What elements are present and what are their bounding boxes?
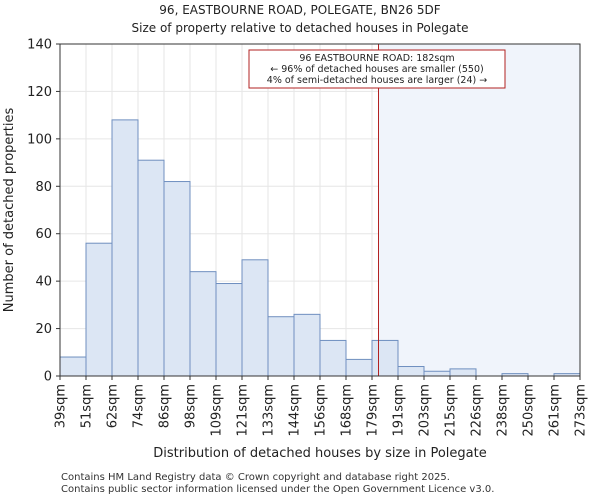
histogram-bar <box>189 271 217 377</box>
y-tick-label: 20 <box>35 322 52 337</box>
x-tick-label: 273sqm <box>574 384 589 437</box>
y-tick-label: 60 <box>35 227 52 242</box>
larger-properties-region <box>378 44 580 376</box>
x-tick-label: 51sqm <box>80 384 95 428</box>
y-tick-label: 40 <box>35 275 52 290</box>
x-tick-label: 86sqm <box>158 384 173 428</box>
x-tick-label: 226sqm <box>470 384 485 437</box>
x-axis-label: Distribution of detached houses by size … <box>153 446 486 461</box>
y-tick-label: 0 <box>44 370 52 385</box>
histogram-bar <box>397 366 425 377</box>
histogram-bar <box>163 181 191 377</box>
footer-copyright-line: Contains HM Land Registry data © Crown c… <box>61 472 450 483</box>
histogram-bar <box>137 159 165 377</box>
x-tick-label: 98sqm <box>184 384 199 428</box>
histogram-bar <box>111 119 139 377</box>
x-tick-label: 238sqm <box>496 384 511 437</box>
y-tick-label: 120 <box>27 85 52 100</box>
x-tick-label: 203sqm <box>418 384 433 437</box>
x-tick-label: 168sqm <box>340 384 355 437</box>
y-tick-label: 80 <box>35 180 52 195</box>
x-tick-label: 144sqm <box>288 384 303 437</box>
histogram-bar <box>59 356 87 377</box>
y-tick-label: 140 <box>27 38 52 53</box>
histogram-bar <box>85 242 113 377</box>
histogram-bar <box>345 358 373 377</box>
histogram-bar <box>423 370 451 377</box>
x-tick-label: 261sqm <box>548 384 563 437</box>
chart-title: 96, EASTBOURNE ROAD, POLEGATE, BN26 5DF <box>159 3 441 17</box>
annotation-box <box>248 49 506 89</box>
annotation-line-larger: 4% of semi-detached houses are larger (2… <box>267 75 487 86</box>
x-tick-label: 179sqm <box>366 384 381 437</box>
x-tick-label: 156sqm <box>314 384 329 437</box>
x-tick-label: 109sqm <box>210 384 225 437</box>
histogram-bar <box>449 368 477 377</box>
footer-licence-line: Contains public sector information licen… <box>61 484 495 495</box>
annotation-line-address: 96 EASTBOURNE ROAD: 182sqm <box>299 53 454 64</box>
y-axis-label: Number of detached properties <box>2 108 17 313</box>
x-tick-label: 191sqm <box>392 384 407 437</box>
histogram-bar <box>319 339 347 377</box>
histogram-bar <box>267 316 295 377</box>
histogram-bar <box>371 339 399 377</box>
histogram-bar <box>241 259 269 377</box>
x-tick-label: 62sqm <box>106 384 121 428</box>
annotation-line-smaller: ← 96% of detached houses are smaller (55… <box>270 64 483 75</box>
histogram-bar <box>215 283 243 377</box>
x-tick-label: 133sqm <box>262 384 277 437</box>
histogram-bar <box>293 313 321 377</box>
x-tick-label: 250sqm <box>522 384 537 437</box>
y-tick-label: 100 <box>27 132 52 147</box>
x-tick-label: 215sqm <box>444 384 459 437</box>
x-tick-label: 74sqm <box>132 384 147 428</box>
x-tick-label: 121sqm <box>236 384 251 437</box>
x-tick-label: 39sqm <box>54 384 69 428</box>
chart-subtitle: Size of property relative to detached ho… <box>131 21 469 35</box>
footer: Contains HM Land Registry data © Crown c… <box>61 472 494 496</box>
